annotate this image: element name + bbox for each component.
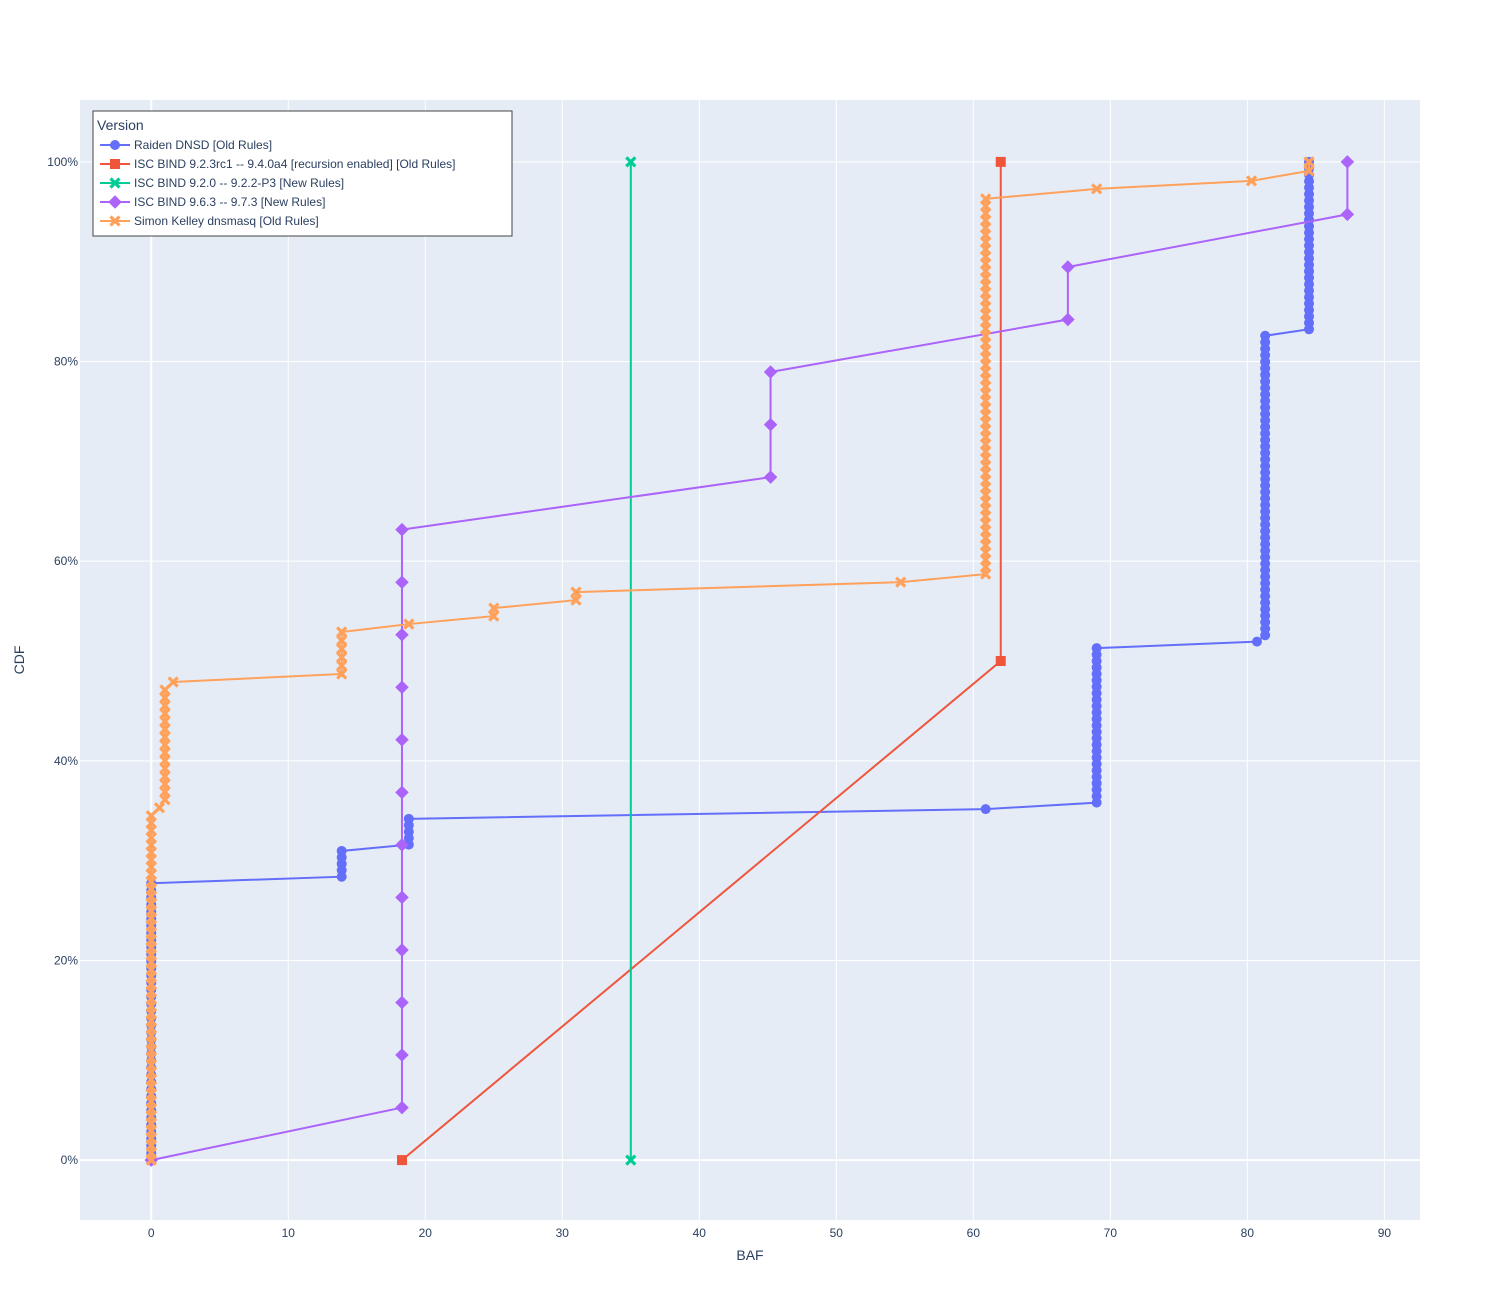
data-point: [395, 1100, 409, 1115]
data-point: [396, 1155, 407, 1166]
legend-item: ISC BIND 9.6.3 -- 9.7.3 [New Rules]: [100, 195, 325, 209]
data-point: [625, 156, 637, 168]
data-point: [159, 684, 171, 696]
x-tick-label: 50: [830, 1226, 844, 1240]
data-point: [570, 586, 582, 598]
data-point: [1260, 330, 1271, 341]
legend-marker: [110, 140, 120, 150]
plot-background: [80, 100, 1420, 1220]
data-point: [336, 634, 348, 647]
legend-item: ISC BIND 9.2.0 -- 9.2.2-P3 [New Rules]: [100, 176, 344, 190]
legend-item: ISC BIND 9.2.3rc1 -- 9.4.0a4 [recursion …: [100, 157, 456, 171]
data-point: [1091, 183, 1103, 195]
y-tick-label: 100%: [47, 155, 78, 169]
legend-item: Simon Kelley dnsmasq [Old Rules]: [100, 214, 319, 228]
legend-title: Version: [97, 117, 144, 133]
tick-labels: 0 10 20 30 40 50 60 70 80 90 0% 20% 40% 60% 80% 100%: [47, 155, 1391, 1240]
y-axis-title: CDF: [11, 646, 27, 675]
x-tick-label: 40: [693, 1226, 707, 1240]
data-point: [763, 365, 778, 379]
x-tick-label: 90: [1378, 1226, 1392, 1240]
data-point: [763, 470, 778, 484]
data-point: [488, 602, 500, 614]
x-tick-label: 10: [282, 1226, 296, 1240]
data-point: [153, 802, 166, 814]
legend-item: Raiden DNSD [Old Rules]: [100, 138, 272, 152]
legend-box: [92, 110, 513, 237]
data-point: [1340, 155, 1355, 169]
legend-label: ISC BIND 9.2.0 -- 9.2.2-P3 [New Rules]: [134, 176, 344, 190]
data-point: [145, 810, 157, 822]
legend-marker: [110, 159, 120, 169]
data-point: [1061, 312, 1075, 327]
data-point: [980, 804, 991, 815]
series-2: [396, 156, 1006, 1166]
data-point: [336, 651, 348, 663]
data-point: [395, 627, 409, 642]
data-point: [1303, 156, 1315, 168]
data-point: [980, 193, 992, 205]
series-5: [145, 156, 1315, 1166]
data-point: [336, 643, 348, 655]
series-traces: [144, 155, 1355, 1167]
y-tick-label: 60%: [54, 554, 78, 568]
data-point: [395, 575, 409, 589]
data-point: [403, 618, 415, 630]
legend: Version Raiden DNSD [Old Rules] ISC BIND …: [92, 110, 513, 237]
data-point: [625, 1154, 637, 1166]
data-point: [1061, 260, 1075, 274]
data-point: [395, 890, 409, 905]
x-tick-label: 0: [148, 1226, 155, 1240]
data-point: [995, 156, 1006, 167]
data-point: [395, 680, 409, 695]
data-point: [395, 838, 409, 852]
data-point: [1091, 643, 1102, 654]
data-point: [895, 576, 907, 588]
x-tick-label: 30: [556, 1226, 570, 1240]
data-point: [1245, 175, 1258, 187]
data-point: [403, 813, 414, 824]
data-point: [336, 668, 348, 680]
series-1: [146, 156, 1315, 1166]
y-tick-label: 40%: [54, 754, 78, 768]
x-tick-label: 80: [1241, 1226, 1255, 1240]
series-3: [625, 156, 637, 1166]
data-point: [1251, 636, 1262, 647]
legend-items: Raiden DNSD [Old Rules] ISC BIND 9.2.3rc1…: [100, 138, 456, 228]
x-tick-label: 60: [967, 1226, 981, 1240]
legend-marker: [109, 215, 121, 227]
y-tick-label: 20%: [54, 953, 78, 967]
series-4: [144, 155, 1355, 1167]
data-point: [1303, 165, 1315, 177]
data-point: [395, 1048, 409, 1062]
x-axis-title: BAF: [736, 1247, 763, 1263]
data-point: [395, 733, 409, 747]
data-point: [1340, 207, 1355, 222]
legend-label: Simon Kelley dnsmasq [Old Rules]: [134, 214, 319, 228]
data-point: [763, 417, 778, 432]
data-point: [395, 522, 409, 537]
data-point: [995, 655, 1006, 666]
y-tick-label: 0%: [61, 1153, 79, 1167]
data-point: [336, 626, 348, 638]
data-point: [395, 943, 409, 957]
legend-label: ISC BIND 9.2.3rc1 -- 9.4.0a4 [recursion …: [134, 157, 456, 171]
data-point: [336, 845, 347, 856]
grid-lines: [80, 100, 1420, 1220]
y-tick-label: 80%: [54, 355, 78, 369]
legend-label: ISC BIND 9.6.3 -- 9.7.3 [New Rules]: [134, 195, 325, 209]
legend-marker: [108, 195, 122, 209]
legend-label: Raiden DNSD [Old Rules]: [134, 138, 272, 152]
x-tick-label: 70: [1104, 1226, 1118, 1240]
data-point: [336, 659, 348, 672]
legend-marker: [109, 177, 121, 189]
data-point: [167, 676, 179, 688]
x-tick-label: 20: [419, 1226, 433, 1240]
data-point: [395, 995, 409, 1010]
data-point: [395, 785, 409, 800]
series-line: [151, 161, 1349, 1162]
